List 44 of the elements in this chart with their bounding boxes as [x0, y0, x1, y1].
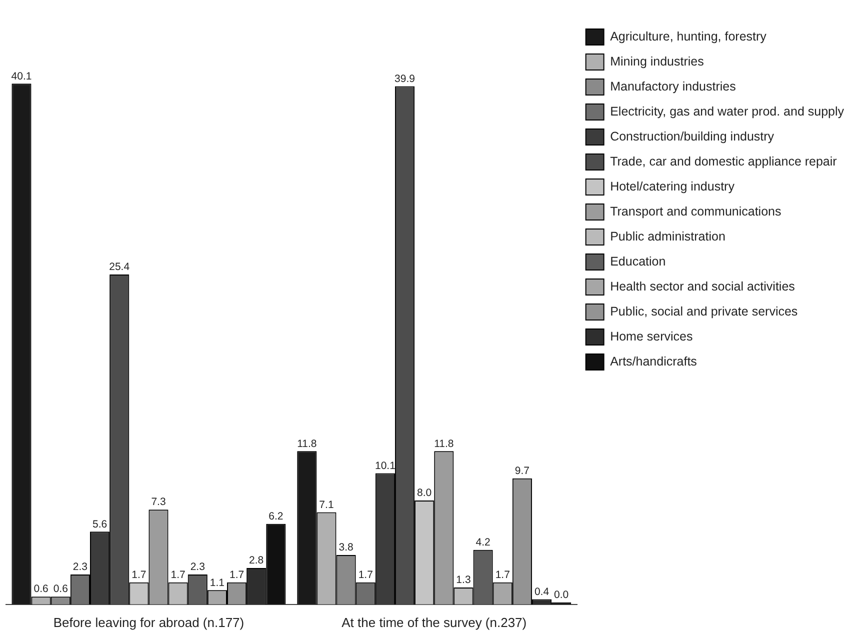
data-label: 7.3 [151, 496, 166, 508]
data-label: 0.0 [554, 589, 569, 602]
legend-label: Agriculture, hunting, forestry [610, 29, 768, 44]
data-label: 1.3 [456, 574, 471, 586]
data-label: 2.3 [72, 561, 88, 574]
data-label: 5.6 [92, 518, 108, 530]
data-label: 6.2 [268, 510, 284, 523]
legend-label: Electricity, gas and water prod. and supply [610, 104, 845, 118]
data-label: 1.7 [229, 568, 244, 581]
data-label: 39.9 [394, 72, 416, 85]
data-label: 1.7 [132, 568, 146, 581]
data-label: 25.4 [109, 261, 130, 274]
data-label: 0.4 [534, 586, 550, 598]
legend-label: Construction/building industry [610, 129, 775, 144]
legend-label: Education [610, 254, 666, 268]
data-label: 3.8 [338, 542, 354, 554]
legend-label: Trade, car and domestic appliance repair [610, 154, 837, 168]
legend-label: Hotel/catering industry [610, 179, 736, 194]
legend-label: Mining industries [610, 54, 704, 68]
legend-label: Arts/handicrafts [610, 354, 697, 368]
legend-label: Public administration [610, 229, 726, 244]
data-label: 10.1 [374, 460, 396, 472]
legend-label: Home services [610, 329, 693, 344]
data-label: 9.7 [514, 465, 530, 478]
data-label: 40.1 [11, 70, 32, 82]
data-label: 0.6 [53, 583, 68, 596]
legend-label: Transport and communications [610, 204, 782, 218]
data-label: 8.0 [417, 487, 432, 500]
legend-label: Public, social and private services [610, 304, 798, 318]
data-label: 1.7 [495, 568, 510, 581]
data-label: 4.2 [476, 536, 491, 548]
data-label: 1.7 [358, 568, 374, 581]
data-label: 11.8 [434, 438, 454, 450]
data-label: 1.1 [210, 576, 225, 589]
data-label: 1.7 [170, 568, 186, 581]
legend-label: Health sector and social activities [610, 279, 795, 294]
x-tick-label: At the time of the survey (n.237) [342, 614, 527, 630]
data-label: 11.8 [297, 438, 317, 450]
data-label: 0.6 [34, 583, 49, 596]
data-label: 7.1 [319, 498, 334, 511]
legend-label: Manufactory industries [610, 79, 736, 94]
data-label: 2.8 [249, 554, 264, 567]
x-tick-label: Before leaving for abroad (n.177) [53, 614, 244, 630]
data-label: 2.3 [190, 561, 206, 574]
